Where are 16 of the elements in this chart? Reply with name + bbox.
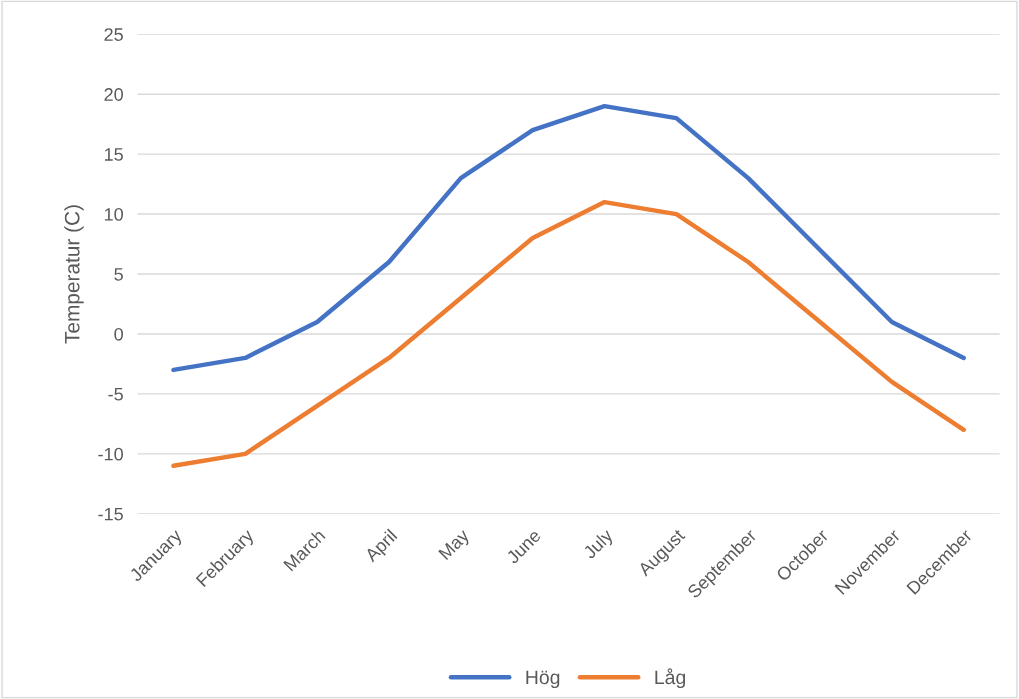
y-tick-label: 5 — [114, 268, 123, 281]
y-tick-label: -5 — [108, 388, 123, 401]
y-tick-label: 10 — [104, 208, 123, 221]
y-tick-label: 0 — [114, 327, 123, 341]
line-series — [171, 199, 966, 469]
x-tick-label: July — [582, 527, 617, 563]
y-axis-title: Temperatur (C) — [64, 205, 84, 344]
y-tick-label: 20 — [104, 88, 123, 101]
y-tick-label: 25 — [104, 28, 123, 41]
y-tick-label: -15 — [98, 507, 123, 521]
legend-label: Låg — [655, 668, 686, 689]
x-tick-label: May — [438, 528, 473, 563]
legend-label: Hög — [526, 670, 560, 689]
line-series — [171, 103, 966, 373]
y-tick-label: -10 — [98, 447, 123, 461]
y-tick-label: 15 — [104, 148, 123, 161]
